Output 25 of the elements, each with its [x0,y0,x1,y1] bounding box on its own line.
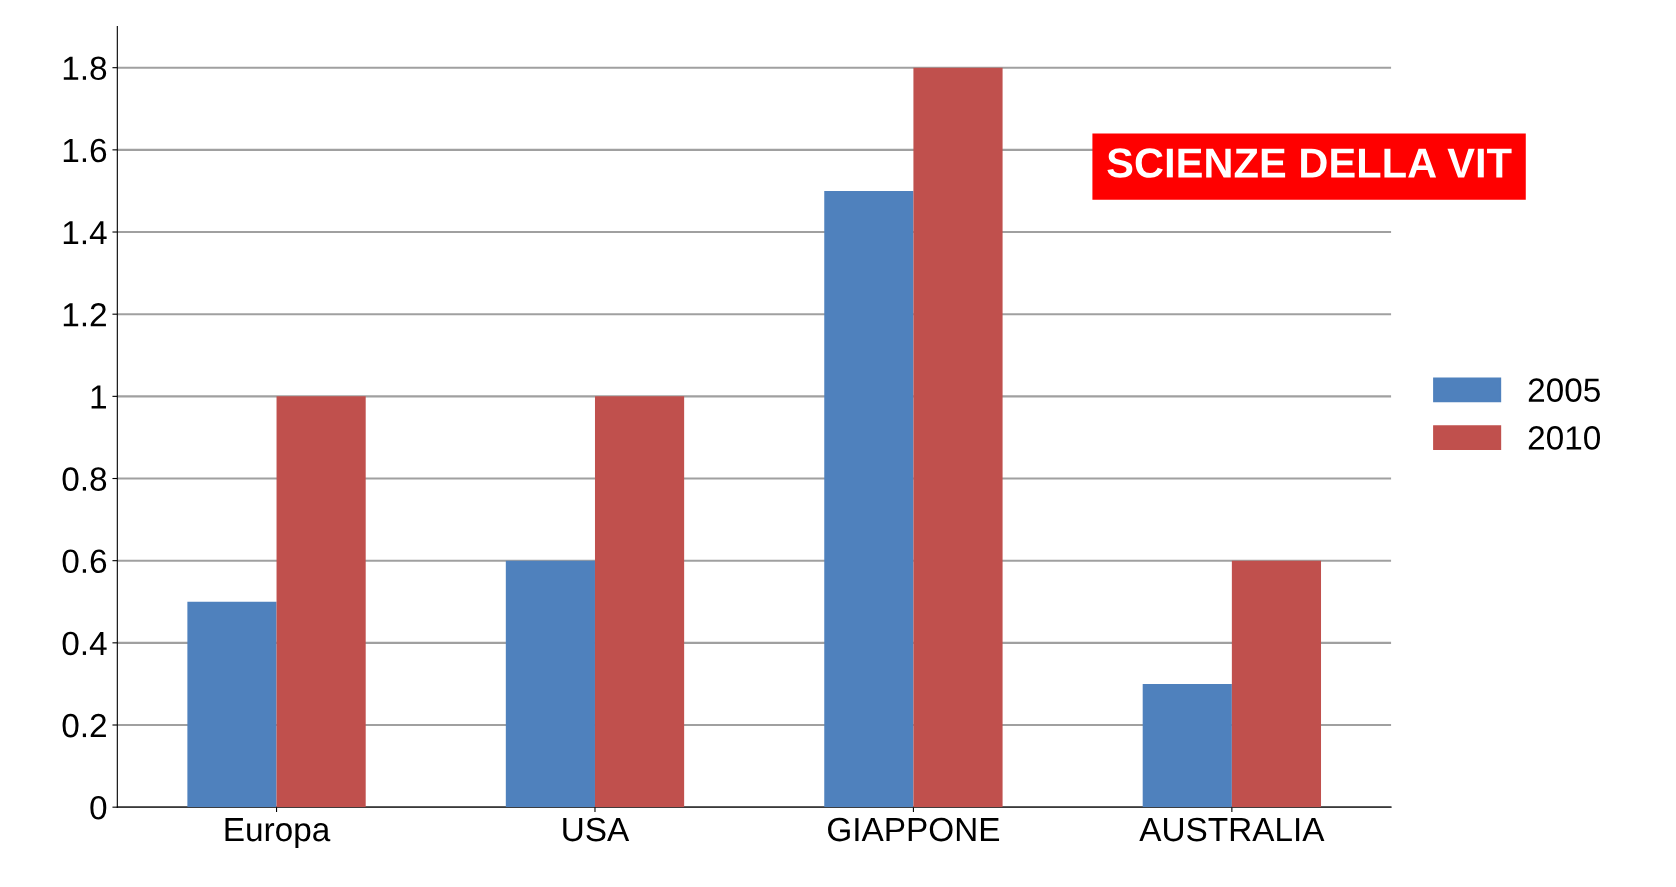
y-tick-label: 0.8 [62,467,107,491]
y-tick-label: 1.8 [63,56,107,81]
bar [187,601,277,808]
bar [505,560,595,808]
bar [594,396,685,808]
y-tick-label: 0.2 [62,713,106,738]
x-tick-label: USA [563,817,630,842]
y-tick-label: 1.6 [63,138,107,163]
x-tick-label: Europa [225,818,331,848]
legend-label: 2010 [1528,426,1600,450]
annotation: SCIENZE DELLA VIT [1107,148,1512,178]
y-tick-label: 0 [90,795,107,820]
legend-label: 2005 [1528,378,1600,402]
y-tick-label: 1.4 [63,221,107,245]
y-tick-label: 1.2 [63,302,106,327]
x-tick-label: AUSTRALIA [1139,817,1325,842]
x-tick-label: GIAPPONE [828,817,1000,842]
bar [276,396,366,808]
y-tick-label: 0.4 [62,631,107,656]
y-tick-label: 0.6 [62,549,107,574]
bar [1231,560,1322,808]
y-tick-label: 1 [91,385,106,409]
bar [1142,683,1232,808]
bar [913,67,1003,808]
bar [824,190,914,808]
